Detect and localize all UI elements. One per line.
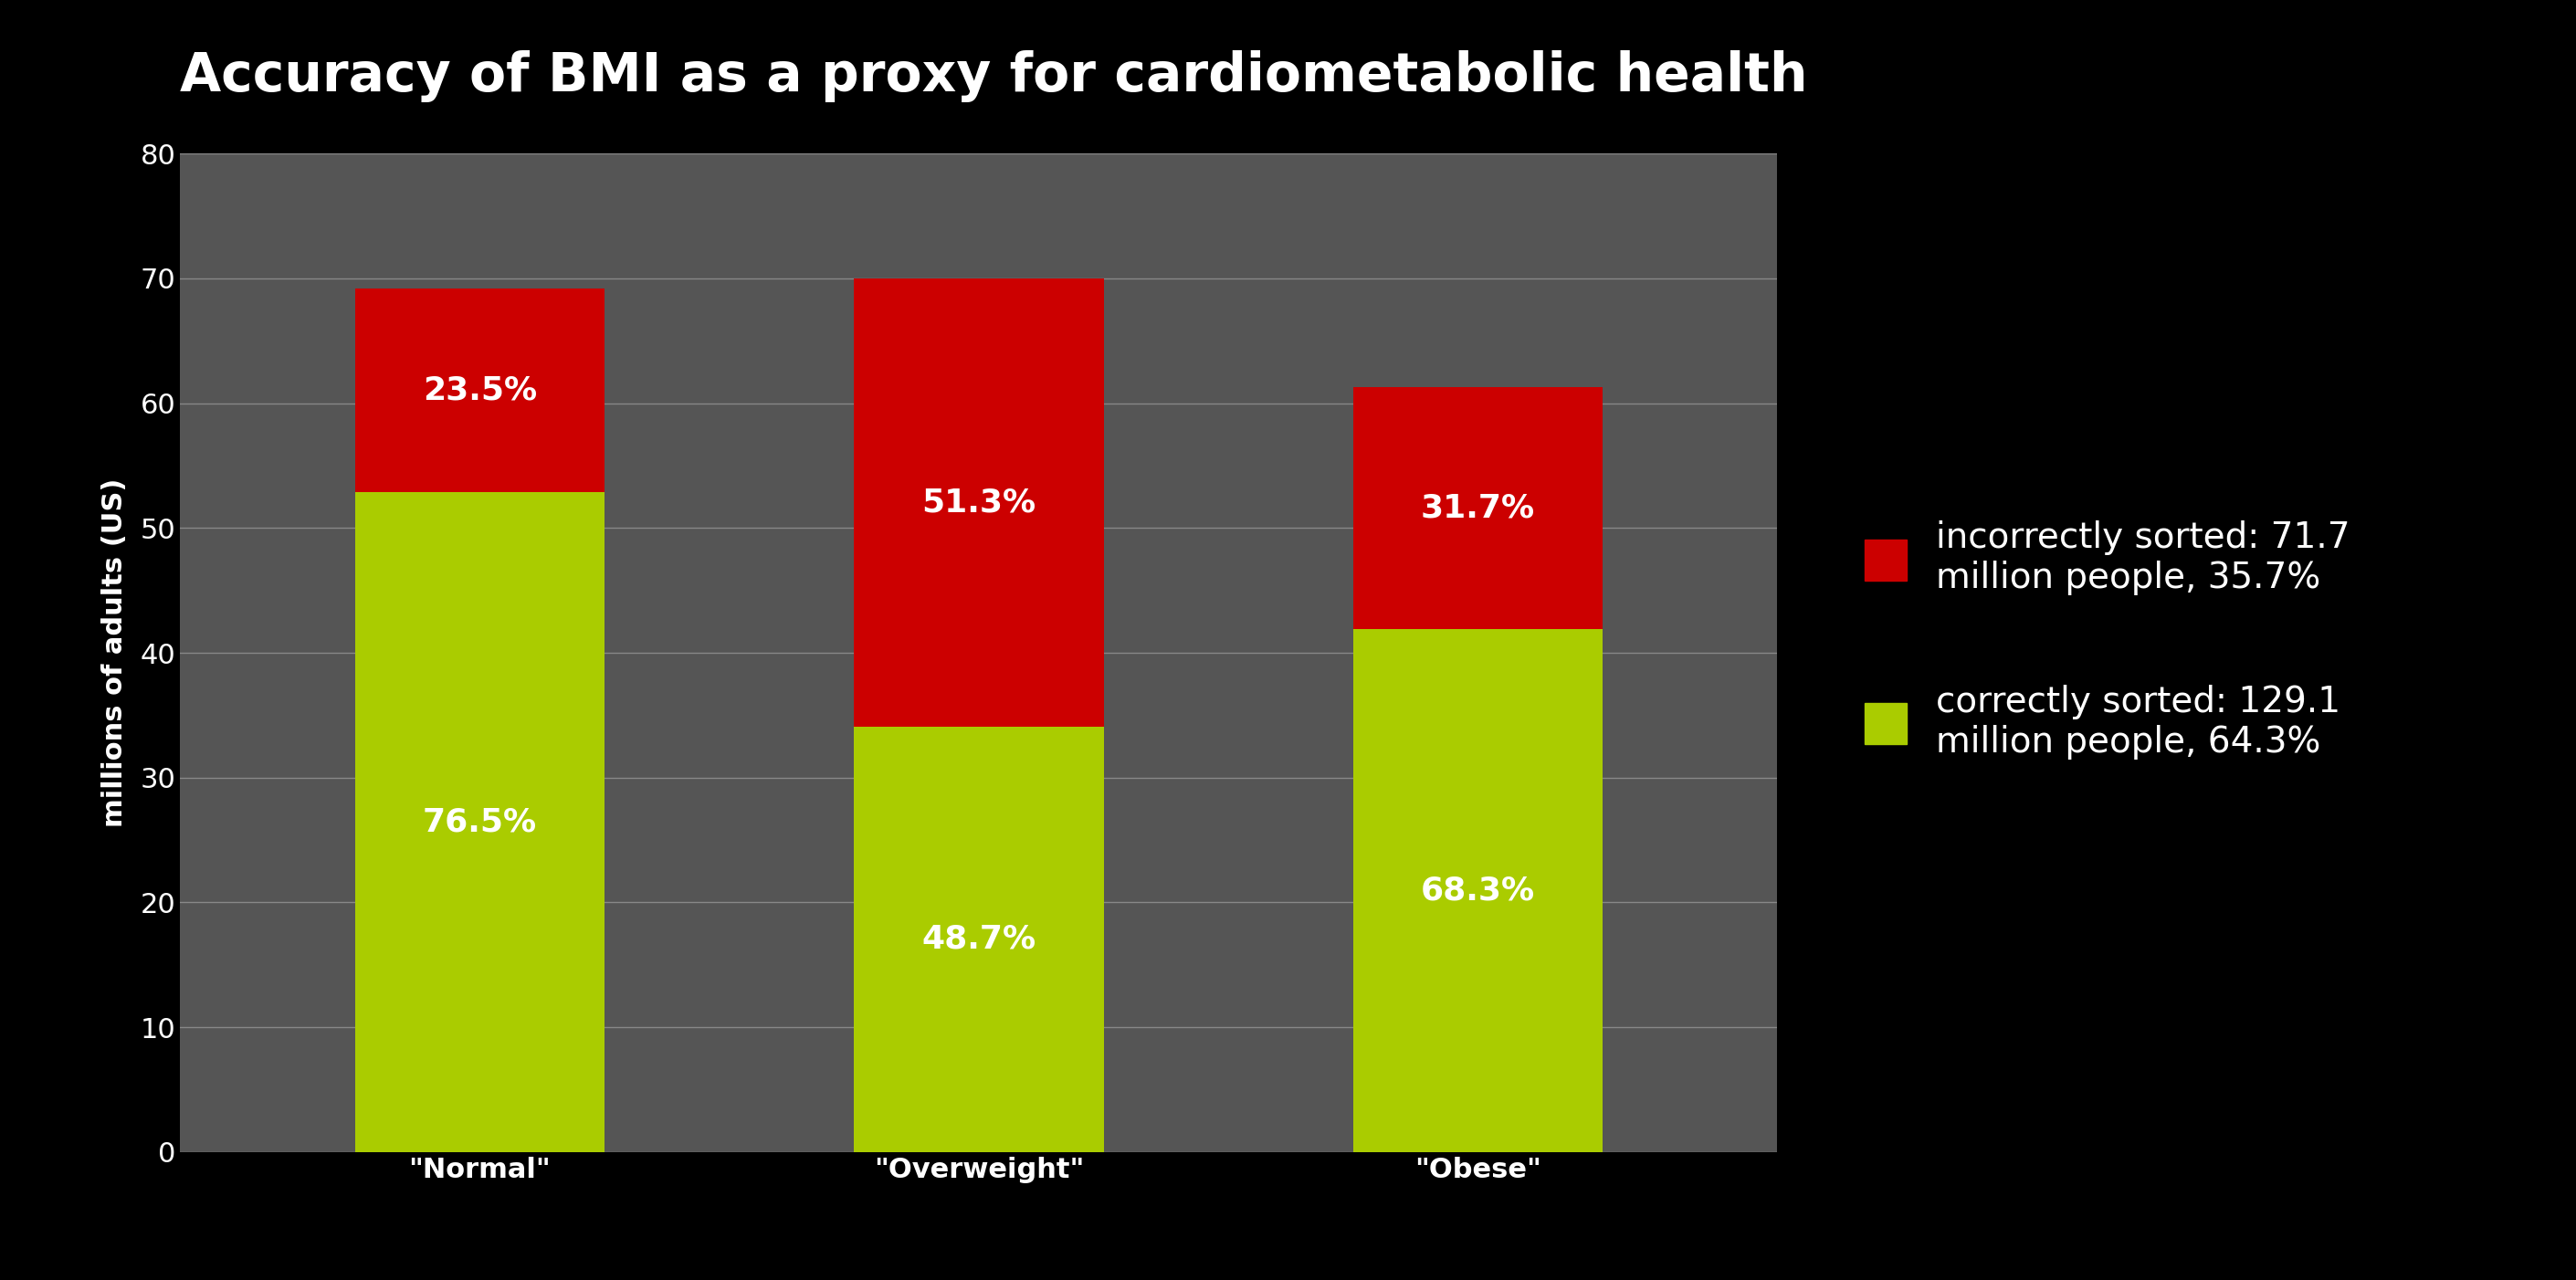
Text: 31.7%: 31.7% [1422, 493, 1535, 524]
Y-axis label: millions of adults (US): millions of adults (US) [100, 479, 129, 827]
Legend: incorrectly sorted: 71.7
million people, 35.7%, correctly sorted: 129.1
million : incorrectly sorted: 71.7 million people,… [1847, 503, 2367, 777]
Text: 23.5%: 23.5% [422, 375, 536, 406]
Text: 48.7%: 48.7% [922, 924, 1036, 955]
Bar [1352, 387, 1602, 628]
Bar [855, 278, 1103, 727]
Bar [855, 727, 1103, 1152]
Bar [355, 288, 605, 492]
Bar [355, 492, 605, 1152]
Text: Accuracy of BMI as a proxy for cardiometabolic health: Accuracy of BMI as a proxy for cardiomet… [180, 50, 1808, 102]
Text: 76.5%: 76.5% [422, 806, 536, 837]
Bar [1352, 628, 1602, 1152]
Text: 51.3%: 51.3% [922, 486, 1036, 518]
Text: 68.3%: 68.3% [1422, 876, 1535, 906]
